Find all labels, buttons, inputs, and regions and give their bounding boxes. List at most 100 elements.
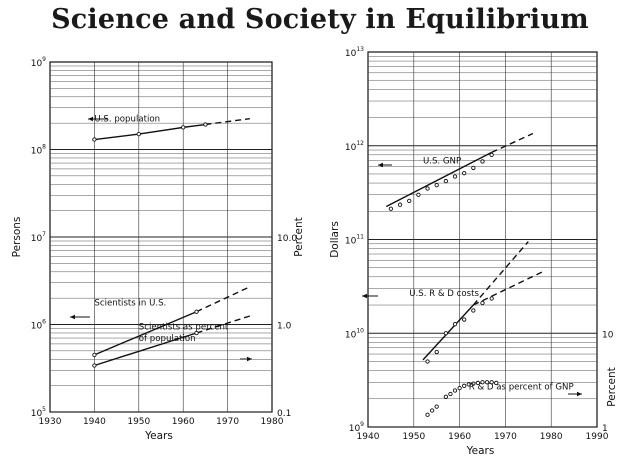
data-point	[489, 152, 494, 157]
x-axis-label: Years	[144, 430, 173, 442]
y-tick-label: 107	[31, 231, 46, 244]
data-point	[462, 317, 467, 322]
data-point	[203, 122, 208, 127]
data-point	[194, 330, 199, 336]
y2-tick-label: 1	[602, 424, 608, 434]
y-tick-label: 109	[349, 421, 364, 434]
y2-tick-label: 10.0	[277, 234, 297, 244]
x-tick-label: 1950	[127, 417, 150, 427]
data-point	[425, 359, 430, 364]
annotation: Scientists as percent	[139, 322, 229, 332]
y2-tick-label: 1.0	[277, 322, 292, 332]
series-0	[386, 132, 534, 211]
annotation: R & D as percent of GNP	[469, 383, 574, 393]
data-point	[429, 408, 435, 413]
data-point	[484, 380, 490, 385]
arrow-icon	[362, 293, 378, 299]
data-point	[452, 174, 458, 179]
data-point	[471, 165, 476, 171]
x-tick-label: 1980	[261, 417, 284, 427]
series-line	[94, 311, 197, 356]
y-axis-label: Dollars	[329, 221, 341, 258]
chart-left: 1930 1940 1950 1960 1970 1980 105 106 107 108 109 0…	[11, 56, 305, 442]
y-tick-label: 106	[31, 319, 46, 332]
data-point	[443, 394, 449, 399]
data-point	[181, 125, 186, 130]
x-tick-label: 1940	[357, 432, 380, 442]
x-tick-label: 1950	[402, 432, 425, 442]
data-point	[452, 388, 458, 393]
series-2	[92, 315, 251, 368]
annotation-label: Scientists as percent	[139, 322, 229, 332]
series-1	[92, 286, 251, 357]
data-point	[480, 380, 485, 385]
arrow-icon	[240, 356, 252, 362]
annotation: Scientists in U.S.	[94, 298, 166, 308]
annotation: U.S. population	[94, 114, 160, 124]
x-tick-label: 1980	[540, 432, 563, 442]
data-point	[434, 349, 439, 355]
series-extrapolation	[491, 132, 534, 154]
annotation-label: R & D as percent of GNP	[469, 383, 574, 393]
series-extrapolation	[473, 271, 543, 306]
data-point	[448, 391, 453, 397]
series-0	[92, 117, 250, 142]
data-point	[425, 186, 430, 191]
series-2	[425, 380, 499, 417]
data-point	[434, 404, 439, 409]
y-tick-label: 109	[31, 56, 46, 69]
data-point	[397, 202, 403, 207]
data-point	[462, 171, 467, 176]
data-point	[466, 382, 471, 387]
data-point	[407, 198, 412, 204]
data-point	[194, 309, 199, 314]
annotation-label: U.S. population	[94, 114, 160, 124]
x-tick-label: 1960	[172, 417, 195, 427]
x-tick-label: 1970	[494, 432, 517, 442]
x-tick-label: 1990	[586, 432, 609, 442]
data-point	[475, 380, 481, 386]
x-tick-label: 1930	[39, 417, 62, 427]
data-point	[452, 322, 458, 327]
annotation-label: Scientists in U.S.	[94, 298, 166, 308]
arrow-icon	[88, 116, 108, 122]
y-axis-label: Persons	[11, 217, 23, 258]
arrow-icon	[568, 391, 582, 397]
arrow-icon	[70, 314, 90, 320]
y-tick-label: 108	[31, 144, 46, 157]
data-point	[92, 363, 97, 368]
y2-tick-label: 10	[602, 330, 614, 340]
chart-right: 1940 1950 1960 1970 1980 1990 109 1010 1011 1012 1…	[329, 46, 618, 457]
annotation: U.S. R & D costs	[409, 289, 479, 299]
data-point	[388, 206, 394, 211]
data-point	[457, 385, 462, 391]
data-point	[136, 131, 141, 137]
annotation-label: U.S. GNP	[423, 156, 461, 166]
data-point	[462, 383, 467, 388]
arrow-icon	[378, 162, 392, 168]
annotation-arrows	[70, 116, 582, 397]
x-axis-label: Years	[466, 445, 495, 457]
annotation: of population	[139, 334, 196, 344]
y-tick-label: 1010	[345, 327, 364, 340]
data-point	[443, 331, 449, 336]
gridlines	[50, 62, 272, 413]
series-line	[422, 304, 474, 361]
data-point	[471, 308, 476, 313]
data-point	[443, 178, 449, 184]
data-point	[92, 352, 97, 357]
data-point	[494, 380, 499, 386]
x-tick-label: 1970	[216, 417, 239, 427]
data-point	[480, 159, 485, 164]
x-tick-label: 1940	[83, 417, 106, 427]
series-line	[94, 332, 197, 367]
y-tick-label: 1011	[345, 234, 364, 247]
annotation: U.S. GNP	[423, 156, 461, 166]
series-line	[386, 151, 492, 208]
x-tick-label: 1960	[448, 432, 471, 442]
annotation-label: U.S. R & D costs	[409, 289, 479, 299]
data-point	[434, 182, 439, 188]
y2-tick-label: 0.1	[277, 409, 291, 419]
y-tick-label: 1013	[345, 46, 364, 59]
